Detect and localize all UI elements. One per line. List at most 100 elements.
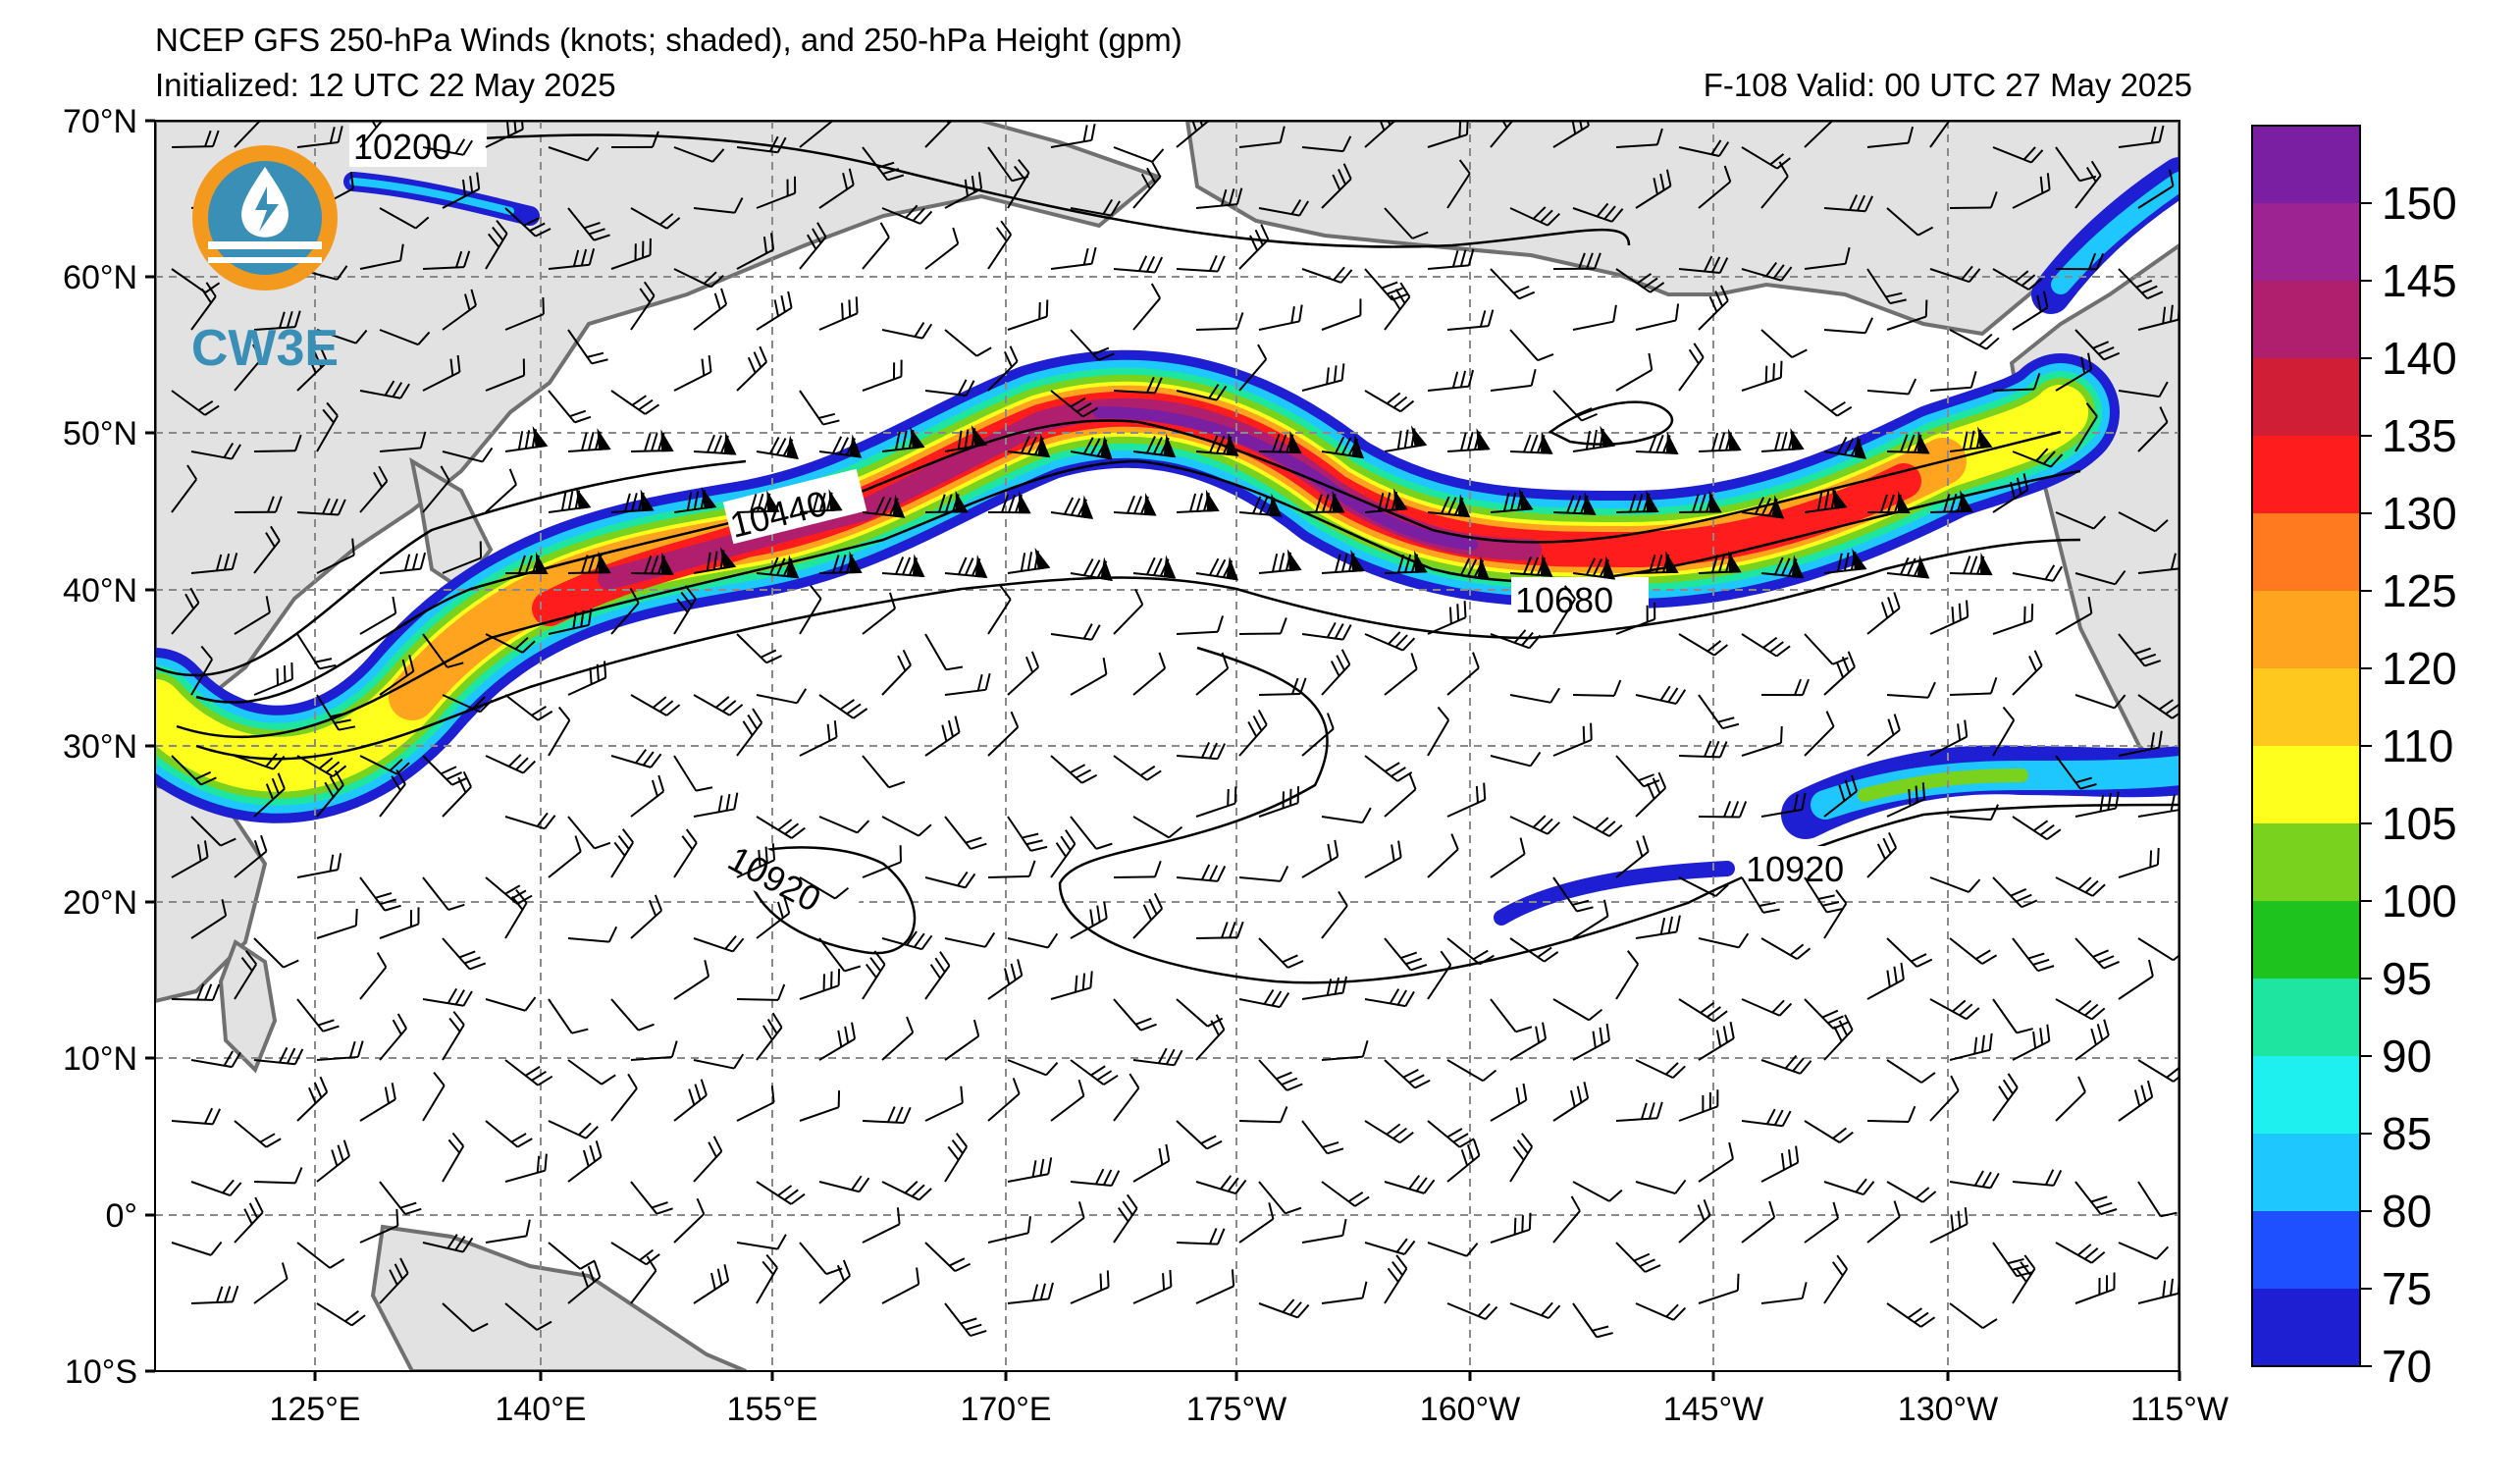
wind-barb xyxy=(567,661,607,696)
wind-barb xyxy=(944,1133,969,1183)
wind-barb xyxy=(316,1040,364,1061)
wind-barb xyxy=(485,1120,533,1148)
wind-barb xyxy=(881,1181,932,1201)
wind-barb xyxy=(1509,687,1560,704)
wind-barb xyxy=(1446,937,1495,966)
wind-barb xyxy=(1678,490,1722,513)
contour-10680 xyxy=(195,538,2081,761)
wind-barb xyxy=(359,1083,396,1122)
wind-barb xyxy=(736,490,780,513)
wind-barb xyxy=(504,297,545,331)
wind-barb xyxy=(1384,653,1418,696)
wind-barb xyxy=(1113,589,1144,635)
wind-barb xyxy=(881,426,925,452)
lon-label-125e: 125°E xyxy=(269,1391,360,1428)
colorbar-swatch xyxy=(2252,1056,2360,1135)
wind-barb xyxy=(1321,1181,1370,1207)
wind-barb xyxy=(1321,550,1365,574)
wind-barb xyxy=(1132,1143,1171,1183)
wind-barb xyxy=(1490,629,1542,650)
wind-barb xyxy=(799,121,833,148)
wind-barb xyxy=(1804,1201,1839,1244)
colorbar-label: 130 xyxy=(2382,488,2457,539)
wind-barb xyxy=(1804,390,1853,417)
wind-barb xyxy=(1929,1207,1969,1244)
wind-barb xyxy=(1615,128,1663,148)
colorbar-swatch xyxy=(2252,436,2360,514)
wind-barb xyxy=(2118,511,2169,533)
wind-barb xyxy=(1698,285,1729,331)
wind-barb xyxy=(1176,615,1225,635)
wind-barb xyxy=(1113,1193,1138,1244)
wind-barb xyxy=(296,1242,345,1269)
wind-barb xyxy=(1176,1228,1226,1245)
wind-barb xyxy=(442,694,494,714)
wind-barb xyxy=(1886,782,1926,818)
wind-barb xyxy=(693,197,744,214)
wind-barb xyxy=(1050,390,1098,418)
wind-barb xyxy=(1635,685,1687,705)
wind-barb xyxy=(1007,1059,1059,1077)
lat-label-0: 0° xyxy=(105,1197,137,1235)
wind-barb xyxy=(190,1285,239,1304)
colorbar-swatch xyxy=(2252,668,2360,747)
contour-10200 xyxy=(352,133,1631,248)
wind-barb xyxy=(693,1053,745,1070)
wind-barb xyxy=(1992,1073,2019,1122)
wind-barb xyxy=(1949,1170,2000,1190)
wind-barb xyxy=(316,401,339,452)
wind-barb xyxy=(1258,549,1302,574)
wind-barb xyxy=(1195,556,1239,581)
wind-barb xyxy=(234,1196,264,1244)
wind-barb xyxy=(2055,998,2106,1021)
wind-barb xyxy=(1301,976,1347,1000)
wind-barb xyxy=(610,1073,638,1122)
wind-barb xyxy=(1384,425,1428,452)
wind-barb xyxy=(2055,755,2097,790)
wind-barb xyxy=(379,552,427,574)
wind-barb xyxy=(1929,719,1969,757)
wind-barb xyxy=(1427,1120,1475,1148)
colorbar-label: 125 xyxy=(2382,565,2457,616)
wind-barb xyxy=(442,541,483,574)
wind-barb xyxy=(1238,709,1268,757)
colorbar-swatch xyxy=(2252,203,2360,282)
wind-barb xyxy=(736,708,763,757)
wind-barb xyxy=(1992,372,2041,392)
wind-barb xyxy=(1113,998,1157,1032)
wind-barb xyxy=(1132,892,1164,939)
wind-barb xyxy=(1195,786,1237,818)
wind-barb xyxy=(1823,548,1867,574)
colorbar-label: 90 xyxy=(2382,1031,2432,1082)
wind-barb xyxy=(504,694,553,721)
wind-barb xyxy=(2055,1076,2086,1122)
wind-barb xyxy=(1992,876,2038,909)
wind-barb xyxy=(1866,1105,1916,1124)
wind-barb xyxy=(548,487,592,513)
wind-barb xyxy=(862,222,890,270)
wind-barb xyxy=(190,1050,241,1069)
wind-barb xyxy=(1070,1168,1121,1188)
wind-barb xyxy=(2055,876,2106,897)
wind-barb xyxy=(1509,1022,1548,1061)
wind-barb xyxy=(1572,1181,1623,1202)
wind-barb xyxy=(296,126,343,148)
wind-barb xyxy=(1635,1302,1687,1321)
wind-barb xyxy=(1176,998,1224,1028)
wind-barb xyxy=(253,434,302,452)
wind-barb xyxy=(234,121,264,148)
colorbar-label: 140 xyxy=(2382,333,2457,384)
wind-barb xyxy=(1050,246,1097,270)
wind-barb xyxy=(379,329,431,346)
wind-barb xyxy=(1132,1047,1183,1067)
colorbar-swatch xyxy=(2252,823,2360,902)
wind-barb xyxy=(1678,1089,1719,1122)
wind-barb xyxy=(422,1072,446,1122)
wind-barb xyxy=(1446,159,1471,209)
wind-barb xyxy=(630,1255,657,1304)
wind-barb xyxy=(1949,804,1999,821)
wind-barb xyxy=(1050,1201,1085,1244)
wind-barb xyxy=(1552,1195,1581,1244)
lon-labels: 125°E 140°E 155°E 170°E 175°W 160°W 145°… xyxy=(269,1391,2228,1428)
